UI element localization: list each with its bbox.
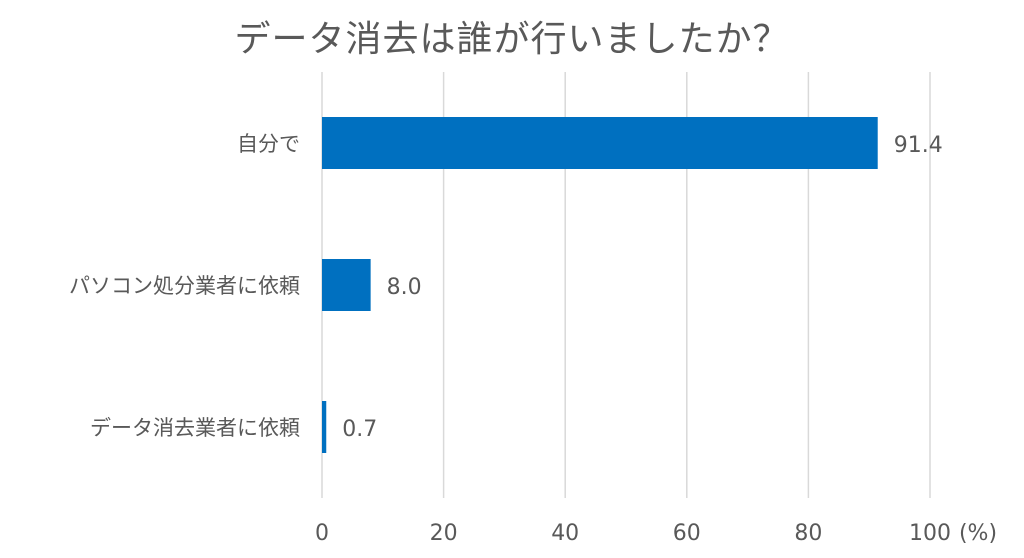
bar	[322, 117, 878, 169]
x-tick-label: 80	[794, 521, 822, 546]
x-tick-label: 20	[430, 521, 458, 546]
x-tick-label: 60	[673, 521, 701, 546]
x-tick-label: 0	[315, 521, 329, 546]
bars	[322, 117, 878, 453]
data-label: 8.0	[387, 275, 422, 300]
bar	[322, 259, 371, 311]
data-label: 91.4	[894, 133, 943, 158]
bar	[322, 401, 327, 453]
chart-title: データ消去は誰が行いましたか？	[234, 19, 790, 60]
category-label: データ消去業者に依頼	[90, 416, 300, 440]
labels: 0 20 40 60 80 100 (%) 自分で 91.4 パソコン処分業者に依頼 8.0 データ消…	[69, 132, 997, 546]
category-label: 自分で	[237, 132, 300, 156]
x-unit-label: (%)	[959, 521, 997, 546]
x-tick-label: 40	[551, 521, 579, 546]
data-label: 0.7	[342, 417, 377, 442]
x-tick-label: 100	[909, 521, 951, 546]
category-label: パソコン処分業者に依頼	[69, 274, 300, 298]
